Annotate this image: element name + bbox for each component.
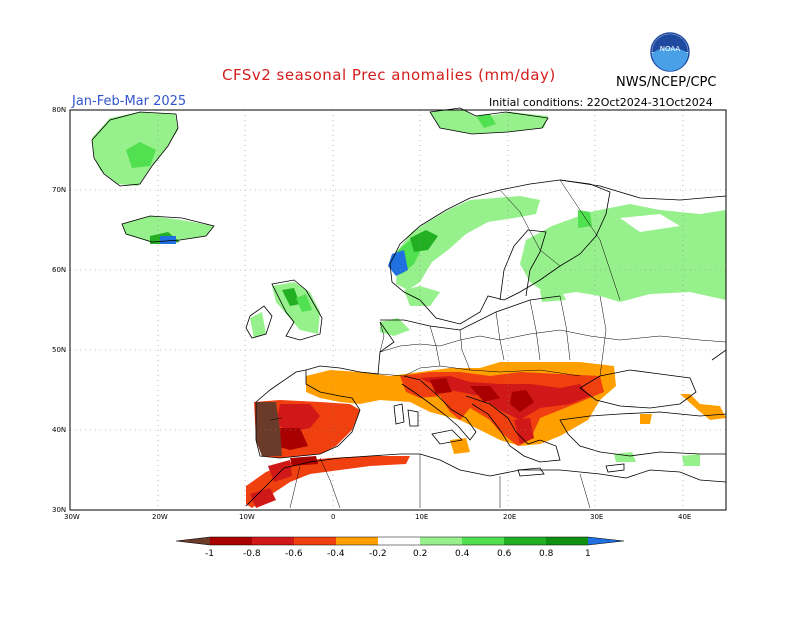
lon-label-20w: 20W [152, 513, 168, 521]
colorbar-swatch-0.7 [504, 537, 546, 545]
coastlines [91, 107, 727, 507]
colorbar-swatch-gt-1 [588, 537, 624, 545]
noaa-logo: NOAA [650, 32, 690, 72]
dry-anomaly-areas [246, 362, 726, 508]
initial-conditions-label: Initial conditions: 22Oct2024-31Oct2024 [489, 96, 713, 109]
colorbar-swatch-neg0.5 [294, 537, 336, 545]
colorbar-label-neg0.8: -0.8 [243, 549, 261, 559]
lon-label-30e: 30E [590, 513, 604, 521]
agency-label: NWS/NCEP/CPC [616, 75, 717, 90]
country-borders [269, 179, 727, 509]
lon-label-40e: 40E [678, 513, 692, 521]
map-frame [69, 109, 727, 511]
colorbar-swatch-neg0.9 [210, 537, 252, 545]
colorbar-swatch-neg0.3 [336, 537, 378, 545]
map-title: CFSv2 seasonal Prec anomalies (mm/day) [222, 66, 556, 84]
colorbar-swatch-lt-neg1 [176, 537, 210, 545]
logo-text: NOAA [660, 45, 681, 53]
colorbar-label-neg0.6: -0.6 [285, 549, 303, 559]
lon-label-10w: 10W [239, 513, 255, 521]
lat-label-50n: 50N [52, 346, 67, 354]
lon-label-0: 0 [331, 513, 336, 521]
graticule [70, 110, 726, 510]
lat-label-80n: 80N [52, 106, 67, 114]
colorbar-label-0.6: 0.6 [497, 549, 512, 559]
period-label: Jan-Feb-Mar 2025 [72, 94, 187, 109]
colorbar-label-1: 1 [585, 549, 591, 559]
colorbar-label-neg0.4: -0.4 [327, 549, 345, 559]
lat-label-70n: 70N [52, 186, 67, 194]
lon-label-30w: 30W [64, 513, 80, 521]
lon-label-10e: 10E [415, 513, 429, 521]
colorbar [175, 536, 625, 546]
colorbar-swatch-0.5 [462, 537, 504, 545]
colorbar-label-0.4: 0.4 [455, 549, 470, 559]
colorbar-label-0.2: 0.2 [413, 549, 428, 559]
colorbar-label-neg0.2: -0.2 [369, 549, 387, 559]
lat-label-60n: 60N [52, 266, 67, 274]
lat-label-40n: 40N [52, 426, 67, 434]
colorbar-label-neg1: -1 [205, 549, 214, 559]
colorbar-swatch-neg0.7 [252, 537, 294, 545]
colorbar-swatch-0.9 [546, 537, 588, 545]
colorbar-swatch-neutral [378, 537, 420, 545]
colorbar-label-0.8: 0.8 [539, 549, 554, 559]
lon-label-20e: 20E [503, 513, 517, 521]
wet-anomaly-areas [92, 110, 726, 466]
lat-label-30n: 30N [52, 506, 67, 514]
colorbar-swatch-0.3 [420, 537, 462, 545]
